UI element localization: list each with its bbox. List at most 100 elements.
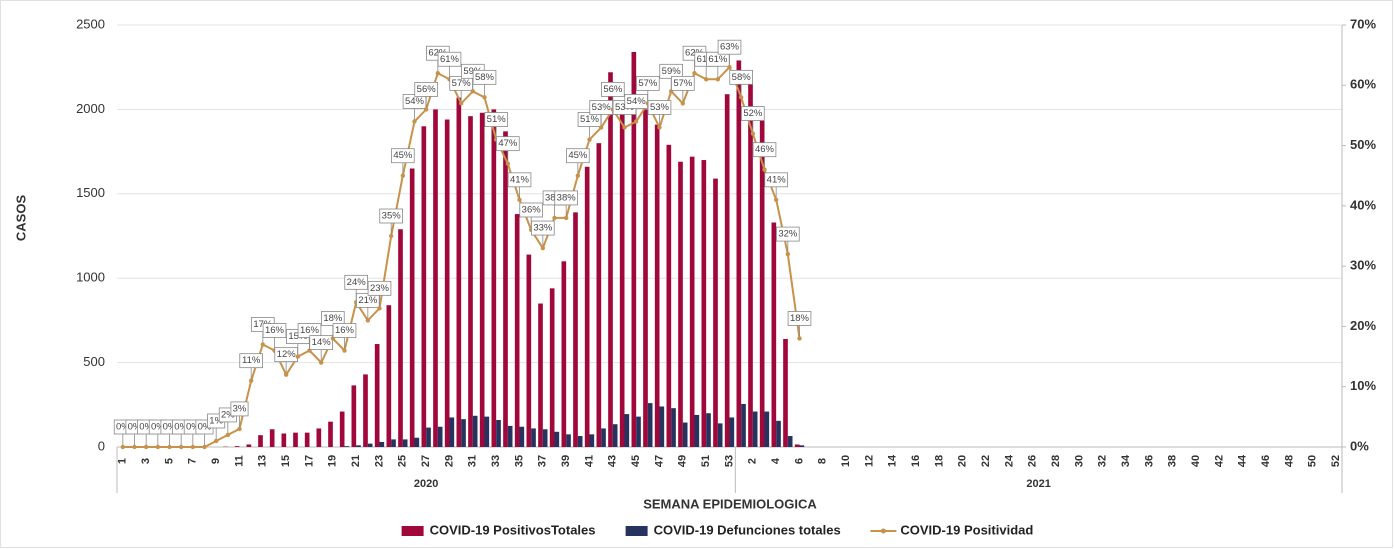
line-marker — [342, 348, 347, 353]
bar — [671, 408, 676, 447]
bar — [269, 429, 275, 447]
x-tick-label: 50 — [1307, 455, 1319, 467]
data-label: 46% — [755, 144, 775, 155]
x-tick-label: 9 — [210, 458, 222, 464]
legend-label: COVID-19 Positividad — [900, 522, 1033, 537]
line-marker — [190, 444, 196, 450]
x-tick-label: 22 — [980, 455, 992, 467]
data-label: 52% — [743, 108, 763, 119]
line-marker — [575, 173, 581, 178]
bar — [437, 426, 443, 447]
line-marker — [260, 342, 266, 347]
bar — [561, 261, 567, 447]
x-tick-label: 1 — [117, 458, 129, 464]
x-tick-label: 43 — [607, 455, 619, 467]
x-tick-label: 45 — [630, 455, 642, 467]
line-marker — [400, 173, 406, 178]
data-label: 11% — [242, 355, 261, 366]
line-marker — [715, 77, 721, 82]
line-marker — [143, 444, 149, 450]
data-label: 18% — [790, 313, 810, 324]
y2-tick-label: 40% — [1350, 197, 1376, 212]
bar — [293, 432, 298, 447]
x-tick-label: 11 — [233, 455, 245, 467]
x-tick-label: 7 — [187, 458, 199, 464]
bar — [706, 413, 711, 447]
bar — [456, 97, 462, 448]
group-label: 2021 — [1026, 478, 1050, 490]
x-tick-label: 8 — [817, 458, 829, 464]
bar — [771, 222, 777, 447]
x-tick-label: 12 — [863, 455, 875, 467]
bar — [526, 254, 532, 447]
data-label: 54% — [627, 96, 647, 107]
x-tick-label: 33 — [490, 455, 502, 467]
bar — [461, 419, 466, 447]
bar — [246, 444, 252, 447]
bar — [514, 214, 520, 447]
bar — [643, 109, 648, 448]
line-marker — [167, 444, 172, 450]
data-label: 35% — [382, 211, 402, 222]
bar — [729, 417, 735, 447]
x-tick-label: 52 — [1330, 455, 1342, 467]
bar — [577, 436, 583, 447]
x-axis-title: SEMANA EPIDEMIOLOGICA — [643, 496, 817, 511]
line-marker — [470, 89, 476, 94]
data-label: 16% — [335, 325, 355, 336]
data-label: 0% — [116, 422, 130, 433]
x-tick-label: 47 — [653, 455, 665, 467]
bar — [748, 70, 753, 448]
bar — [549, 288, 555, 447]
line-marker — [237, 426, 242, 432]
data-label: 63% — [720, 42, 740, 53]
bar — [636, 416, 641, 447]
x-tick-label: 36 — [1143, 455, 1155, 467]
x-tick-label: 35 — [513, 455, 525, 467]
legend-swatch — [625, 526, 648, 536]
x-tick-label: 24 — [1003, 454, 1015, 467]
bar — [601, 428, 606, 447]
bar — [363, 374, 368, 447]
data-label: 56% — [603, 84, 623, 95]
y-tick-label: 0 — [98, 438, 105, 453]
bar — [398, 229, 403, 447]
line-marker — [563, 215, 569, 221]
data-label: 0% — [139, 422, 153, 433]
bar — [783, 338, 788, 447]
data-label: 61% — [440, 54, 460, 65]
x-tick-label: 46 — [1260, 455, 1272, 467]
line-marker — [540, 245, 546, 251]
bar — [794, 444, 800, 447]
y-tick-label: 1500 — [76, 185, 105, 200]
data-label: 53% — [592, 102, 612, 113]
line-marker — [750, 131, 756, 136]
bar — [379, 441, 385, 447]
line-marker — [703, 77, 709, 82]
x-tick-label: 29 — [443, 455, 455, 467]
data-label: 0% — [151, 422, 165, 433]
line-marker — [505, 161, 511, 166]
bar — [496, 419, 501, 447]
data-label: 58% — [732, 72, 752, 83]
x-tick-label: 13 — [257, 455, 269, 467]
x-tick-label: 27 — [420, 455, 432, 467]
x-tick-label: 16 — [910, 455, 922, 467]
bar — [659, 406, 665, 447]
bar — [304, 432, 310, 447]
bar — [433, 109, 438, 448]
bar — [596, 143, 602, 447]
bar — [666, 144, 672, 447]
data-label: 57% — [638, 78, 658, 89]
bar — [507, 425, 513, 447]
bar — [694, 414, 700, 447]
line-marker — [458, 101, 464, 106]
data-label: 56% — [417, 84, 437, 95]
data-label: 0% — [186, 422, 200, 433]
line-marker — [633, 119, 639, 124]
bar — [402, 439, 408, 447]
line-marker — [213, 438, 219, 444]
x-tick-label: 26 — [1027, 455, 1039, 467]
